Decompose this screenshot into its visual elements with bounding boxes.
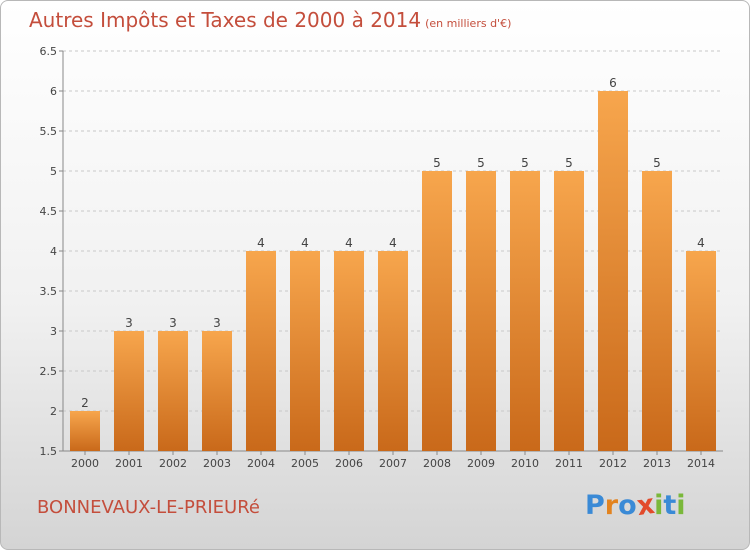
bar-value-label: 4 (389, 236, 397, 250)
bar (598, 91, 628, 451)
chart-title-unit: (en milliers d'€) (425, 17, 512, 30)
bar-value-label: 5 (565, 156, 573, 170)
bar (686, 251, 716, 451)
bar (158, 331, 188, 451)
axes: 1.5 2 2.5 3 3.5 4 4.5 5 5.5 6 6.5 2000 2001 2002 2003 2… (40, 45, 723, 470)
bar-value-label: 3 (169, 316, 177, 330)
bar-value-label: 4 (697, 236, 705, 250)
bar (202, 331, 232, 451)
bar-value-label: 5 (433, 156, 441, 170)
bar (510, 171, 540, 451)
bar (334, 251, 364, 451)
x-tick-label: 2011 (555, 457, 583, 470)
bar (378, 251, 408, 451)
x-tick-label: 2008 (423, 457, 451, 470)
bar (70, 411, 100, 451)
bar (290, 251, 320, 451)
bar-value-label: 3 (213, 316, 221, 330)
y-tick-label: 4 (50, 245, 57, 258)
logo-letter: i (676, 490, 686, 521)
x-tick-label: 2010 (511, 457, 539, 470)
y-tick-label: 5 (50, 165, 57, 178)
x-tick-label: 2007 (379, 457, 407, 470)
bar-value-label: 2 (81, 396, 89, 410)
chart-title: Autres Impôts et Taxes de 2000 à 2014 (en… (29, 8, 511, 32)
x-tick-label: 2002 (159, 457, 187, 470)
x-tick-label: 2013 (643, 457, 671, 470)
bar-value-label: 4 (257, 236, 265, 250)
chart-title-text: Autres Impôts et Taxes de 2000 à 2014 (29, 8, 422, 32)
bar (114, 331, 144, 451)
y-tick-label: 2 (50, 405, 57, 418)
bar-value-label: 4 (345, 236, 353, 250)
x-tick-label: 2012 (599, 457, 627, 470)
x-tick-label: 2009 (467, 457, 495, 470)
y-tick-label: 6 (50, 85, 57, 98)
x-tick-label: 2005 (291, 457, 319, 470)
bar-value-label: 3 (125, 316, 133, 330)
bar (246, 251, 276, 451)
city-name: BONNEVAUX-LE-PRIEURé (37, 497, 260, 518)
y-tick-label: 3.5 (40, 285, 58, 298)
y-tick-label: 6.5 (40, 45, 58, 58)
logo-letter: P (585, 490, 605, 521)
logo-letter: i (654, 490, 664, 521)
bar (642, 171, 672, 451)
x-tick-label: 2003 (203, 457, 231, 470)
bar (422, 171, 452, 451)
y-tick-label: 5.5 (40, 125, 58, 138)
logo-letter: o (618, 490, 637, 521)
x-tick-label: 2001 (115, 457, 143, 470)
x-tick-label: 2006 (335, 457, 363, 470)
bar (554, 171, 584, 451)
y-tick-label: 4.5 (40, 205, 58, 218)
logo-letter: t (663, 490, 677, 521)
y-tick-label: 1.5 (40, 445, 58, 458)
x-tick-label: 2000 (71, 457, 99, 470)
proxiti-logo[interactable]: Proxiti (585, 488, 686, 523)
bar-value-label: 5 (477, 156, 485, 170)
bar-value-label: 5 (653, 156, 661, 170)
logo-letter: r (604, 490, 619, 521)
bar-value-label: 5 (521, 156, 529, 170)
bars (70, 91, 716, 451)
bar-value-label: 4 (301, 236, 309, 250)
y-tick-label: 3 (50, 325, 57, 338)
data-labels: 2 3 3 3 4 4 4 4 5 5 5 5 6 5 4 (81, 76, 705, 410)
x-tick-label: 2004 (247, 457, 275, 470)
logo-letter: x (634, 488, 657, 523)
bar (466, 171, 496, 451)
x-tick-label: 2014 (687, 457, 715, 470)
y-tick-label: 2.5 (40, 365, 58, 378)
bar-value-label: 6 (609, 76, 617, 90)
